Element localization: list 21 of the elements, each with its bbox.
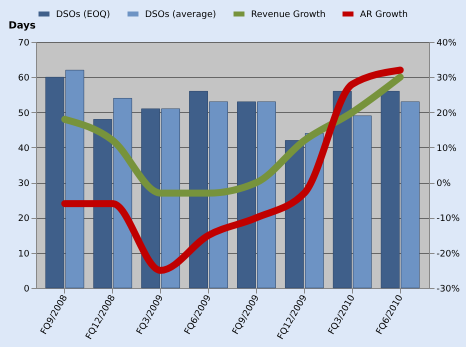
y-tick-label: 30 xyxy=(18,179,30,190)
y-tick-label: 50 xyxy=(18,108,30,119)
y2-tick-label: 0% xyxy=(436,179,452,190)
y2-tick-label: -20% xyxy=(436,249,460,260)
y2-tick-label: 10% xyxy=(436,144,457,154)
y-tick-label: 10 xyxy=(18,249,30,260)
legend-label: AR Growth xyxy=(360,10,408,20)
y2-tick-label: -30% xyxy=(436,284,460,294)
y-tick-label: 40 xyxy=(18,144,30,154)
y2-tick-label: 40% xyxy=(436,38,457,48)
y2-tick-label: -10% xyxy=(436,214,460,224)
legend-label: Revenue Growth xyxy=(251,10,326,20)
y-tick-label: 20 xyxy=(18,214,30,224)
y2-tick-label: 30% xyxy=(436,74,457,84)
legend-label: DSOs (EOQ) xyxy=(56,10,110,20)
y-tick-label: 70 xyxy=(18,38,30,48)
y-tick-label: 60 xyxy=(18,74,30,84)
y-axis-title: Days xyxy=(8,20,36,32)
legend-label: DSOs (average) xyxy=(145,10,216,20)
y2-tick-label: 20% xyxy=(436,108,457,119)
y-tick-label: 0 xyxy=(24,284,30,294)
